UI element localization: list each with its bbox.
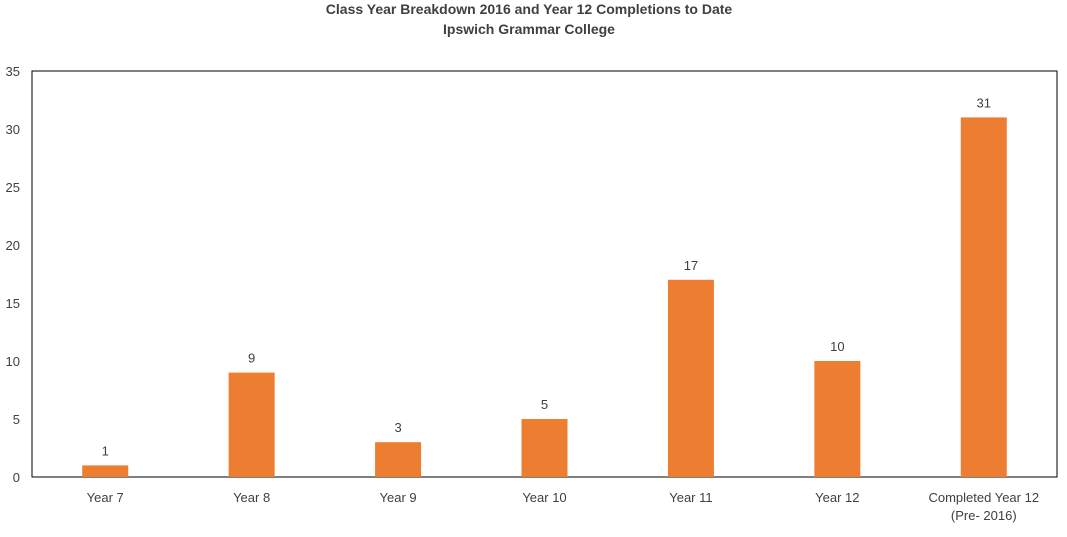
data-label: 31 xyxy=(977,95,991,110)
data-label: 3 xyxy=(394,420,401,435)
x-tick-label: Completed Year 12 xyxy=(928,490,1039,505)
bar xyxy=(521,419,568,477)
plot-area-frame xyxy=(31,70,1058,478)
x-tick-label: Year 9 xyxy=(380,490,417,505)
y-axis-ticks: 0 5 10 15 20 25 30 35 xyxy=(6,64,20,485)
x-tick-label: (Pre- 2016) xyxy=(951,508,1017,523)
bar xyxy=(667,279,714,477)
x-tick-label: Year 8 xyxy=(233,490,270,505)
chart-subtitle: Ipswich Grammar College xyxy=(443,21,615,37)
y-tick-label: 35 xyxy=(6,64,20,79)
x-tick-label: Year 7 xyxy=(87,490,124,505)
bar xyxy=(375,442,422,477)
y-tick-label: 15 xyxy=(6,296,20,311)
chart-title: Class Year Breakdown 2016 and Year 12 Co… xyxy=(326,1,733,17)
data-label: 5 xyxy=(541,397,548,412)
y-tick-label: 10 xyxy=(6,354,20,369)
bar xyxy=(814,361,861,477)
x-tick-label: Year 10 xyxy=(522,490,566,505)
y-tick-label: 30 xyxy=(6,122,20,137)
data-labels: 1 9 3 5 17 10 31 xyxy=(102,95,991,458)
y-tick-label: 5 xyxy=(13,412,20,427)
data-label: 9 xyxy=(248,351,255,366)
y-tick-label: 25 xyxy=(6,180,20,195)
bars xyxy=(82,117,1007,478)
x-tick-label: Year 11 xyxy=(669,490,712,505)
y-tick-label: 20 xyxy=(6,238,20,253)
bar xyxy=(82,465,129,477)
x-tick-label: Year 12 xyxy=(815,490,859,505)
y-tick-label: 0 xyxy=(13,470,20,485)
bar xyxy=(960,117,1007,478)
bar xyxy=(228,372,275,477)
data-label: 1 xyxy=(102,443,109,458)
data-label: 17 xyxy=(684,258,698,273)
data-label: 10 xyxy=(830,339,844,354)
x-axis-labels: Year 7 Year 8 Year 9 Year 10 Year 11 Year 12 C… xyxy=(87,490,1039,523)
